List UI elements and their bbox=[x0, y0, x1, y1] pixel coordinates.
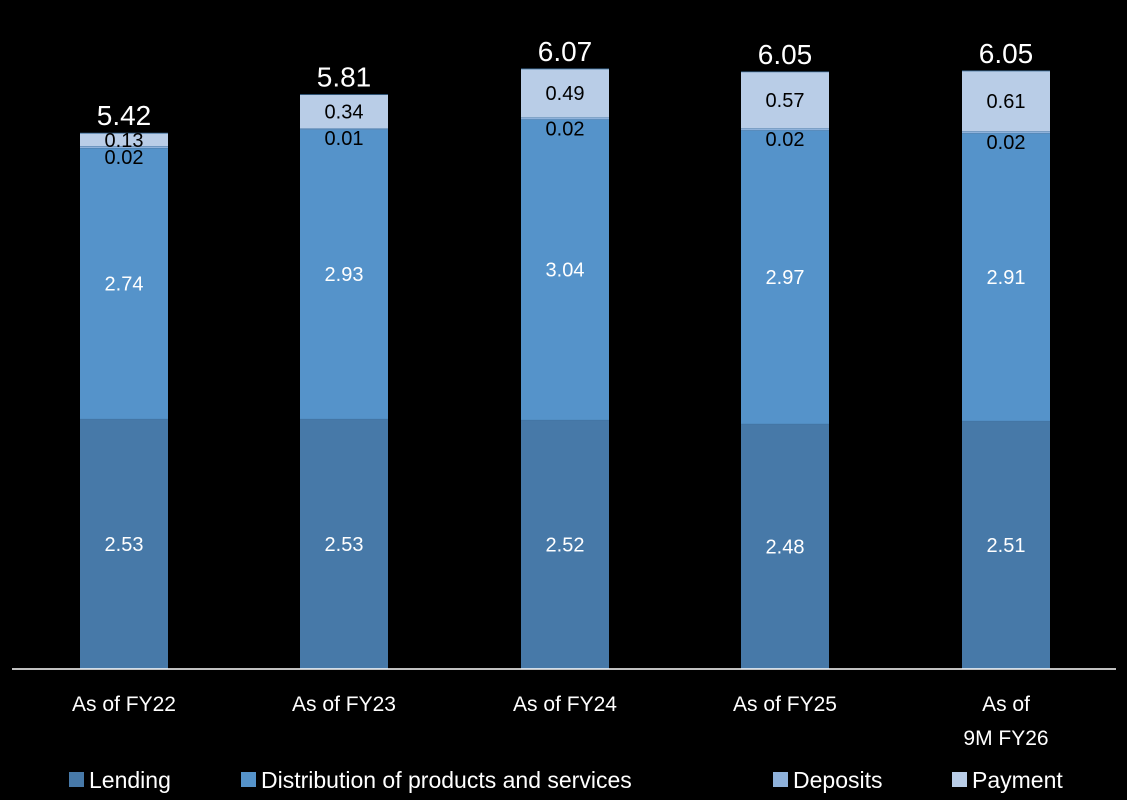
total-label: 6.07 bbox=[538, 36, 593, 67]
data-label-distribution-of-products-and-services: 2.97 bbox=[766, 267, 805, 289]
legend-label: Deposits bbox=[793, 767, 882, 793]
legend-label: Payment bbox=[972, 767, 1063, 793]
data-label-distribution-of-products-and-services: 3.04 bbox=[546, 260, 585, 282]
total-label: 6.05 bbox=[979, 38, 1034, 69]
legend-item-payment: Payment bbox=[952, 767, 1063, 793]
legend-swatch bbox=[952, 772, 967, 787]
x-tick-label: As of FY25 bbox=[733, 693, 837, 716]
data-label-lending: 2.52 bbox=[546, 534, 585, 556]
data-label-lending: 2.53 bbox=[325, 534, 364, 556]
data-label-lending: 2.53 bbox=[105, 534, 144, 556]
data-label-deposits: 0.01 bbox=[325, 128, 364, 150]
legend-swatch bbox=[69, 772, 84, 787]
data-label-lending: 2.51 bbox=[987, 535, 1026, 557]
total-label: 6.05 bbox=[758, 39, 813, 70]
data-label-distribution-of-products-and-services: 2.74 bbox=[105, 273, 144, 295]
data-label-payment: 0.13 bbox=[105, 130, 144, 152]
legend-item-deposits: Deposits bbox=[773, 767, 882, 793]
data-label-payment: 0.57 bbox=[766, 90, 805, 112]
data-label-payment: 0.61 bbox=[987, 91, 1026, 113]
data-label-lending: 2.48 bbox=[766, 536, 805, 558]
data-label-deposits: 0.02 bbox=[987, 132, 1026, 154]
data-label-payment: 0.34 bbox=[325, 101, 364, 123]
x-tick-label: As of FY24 bbox=[513, 693, 617, 716]
legend-label: Lending bbox=[89, 767, 171, 793]
total-label: 5.81 bbox=[317, 62, 372, 93]
total-label: 5.42 bbox=[97, 100, 152, 131]
data-label-distribution-of-products-and-services: 2.93 bbox=[325, 264, 364, 286]
legend: Lending Distribution of products and serv… bbox=[69, 767, 1063, 793]
data-label-deposits: 0.02 bbox=[546, 118, 585, 140]
legend-swatch bbox=[773, 772, 788, 787]
data-label-payment: 0.49 bbox=[546, 83, 585, 105]
legend-item-distribution-of-products-and-services: Distribution of products and services bbox=[241, 767, 632, 793]
data-label-distribution-of-products-and-services: 2.91 bbox=[987, 267, 1026, 289]
x-tick-label: As of FY22 bbox=[72, 693, 176, 716]
data-label-deposits: 0.02 bbox=[766, 129, 805, 151]
x-tick-label: As of 9M FY26 bbox=[963, 693, 1048, 750]
legend-label: Distribution of products and services bbox=[261, 767, 632, 793]
bars-layer bbox=[80, 69, 1050, 669]
legend-item-lending: Lending bbox=[69, 767, 171, 793]
legend-swatch bbox=[241, 772, 256, 787]
x-tick-label: As of FY23 bbox=[292, 693, 396, 716]
